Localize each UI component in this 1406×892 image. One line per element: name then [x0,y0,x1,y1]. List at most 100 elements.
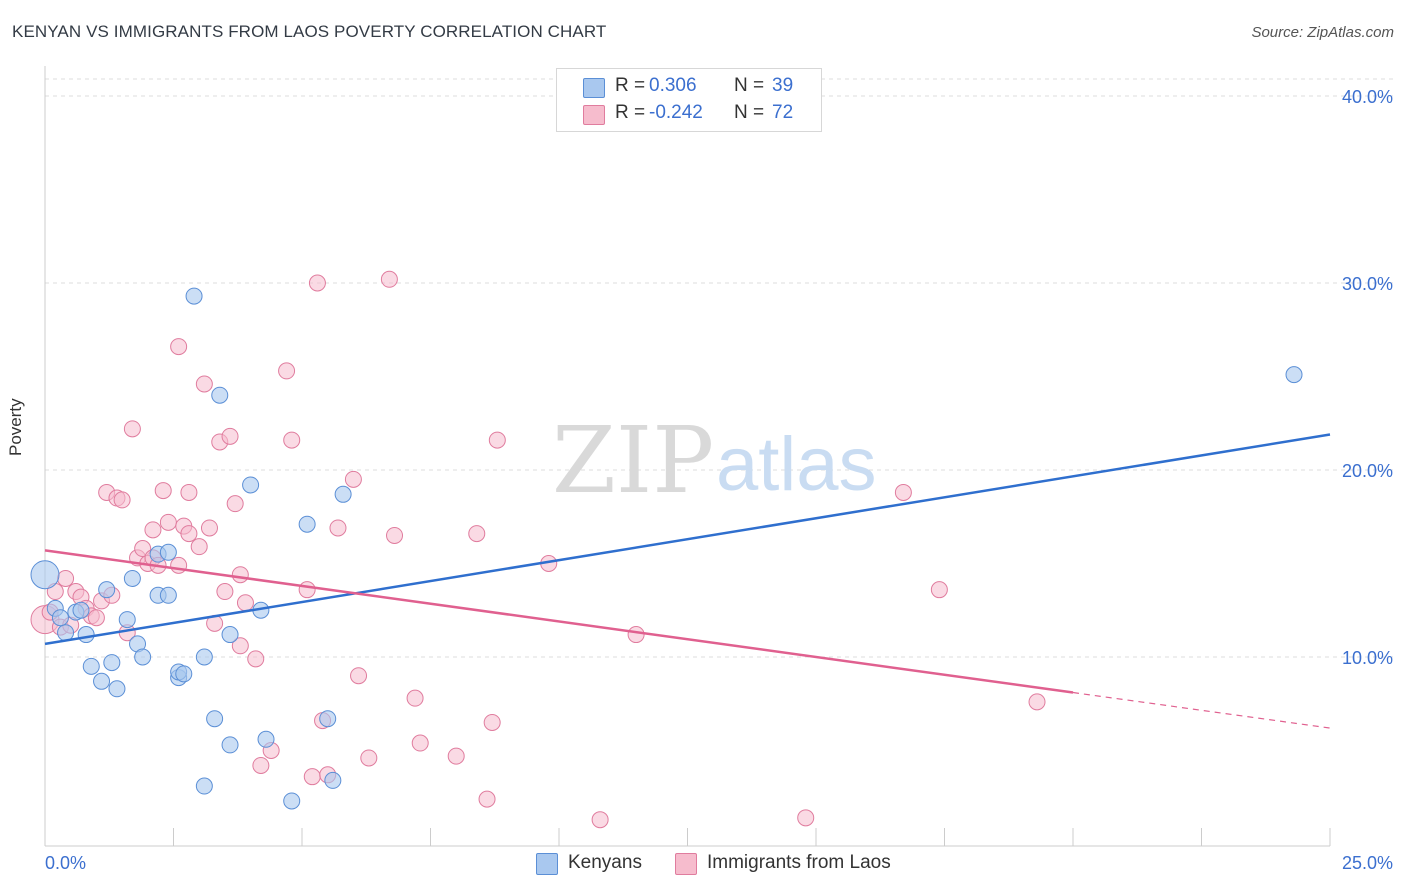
kenyan-point [103,654,121,672]
legend-label-kenyans: Kenyans [568,852,642,873]
legend-swatch-pink [675,853,697,875]
laos-point [488,431,506,449]
kenyan-point [123,569,141,587]
laos-point [303,768,321,786]
axes [44,66,1331,847]
kenyan-point [298,515,316,533]
laos-point [221,427,239,445]
laos-point [447,747,465,765]
laos-point [190,538,208,556]
correlation-legend: R = 0.306 N = 39 R = -0.242 N = 72 [556,68,822,132]
laos-point [468,525,486,543]
kenyan-point [159,543,177,561]
kenyan-point [206,710,224,728]
legend-label-laos: Immigrants from Laos [707,852,891,873]
x-tick-label: 0.0% [45,853,86,873]
y-tick-label: 10.0% [1342,648,1393,668]
laos-point [298,581,316,599]
kenyan-point [319,710,337,728]
laos-point [159,513,177,531]
laos-point [350,667,368,685]
kenyan-trend-line [44,433,1331,646]
trend-lines [44,433,1331,729]
legend-r-value: 0.306 [649,75,697,96]
kenyan-point [221,626,239,644]
kenyan-point [211,386,229,404]
laos-point [113,491,131,509]
legend-swatch-blue [536,853,558,875]
kenyan-point [72,601,90,619]
kenyan-point [134,648,152,666]
legend-n-label: N = [734,75,765,96]
x-tick-label: 25.0% [1342,853,1393,873]
laos-point [344,470,362,488]
laos-point [231,566,249,584]
laos-point [627,626,645,644]
laos-point [226,495,244,513]
kenyan-point [51,609,69,627]
laos-point [406,689,424,707]
y-tick-label: 20.0% [1342,461,1393,481]
laos-point [278,362,296,380]
legend-n-value: 39 [772,75,794,96]
legend-n-label: N = [734,102,765,123]
chart-title: KENYAN VS IMMIGRANTS FROM LAOS POVERTY C… [12,22,607,41]
tick-labels: 10.0% 20.0% 30.0% 40.0% 0.0% 25.0% [45,87,1393,873]
laos-point [930,581,948,599]
laos-point [478,790,496,808]
laos-point [170,338,188,356]
kenyan-point [324,771,342,789]
kenyan-point [185,287,203,305]
laos-point [411,734,429,752]
laos-points [30,270,1046,829]
legend-swatch-pink [583,105,605,125]
kenyan-points [30,287,1303,810]
watermark-zip: ZIP [552,407,714,514]
laos-point [252,756,270,774]
laos-point [200,519,218,537]
laos-point [180,525,198,543]
legend-r-value: -0.242 [649,102,703,123]
kenyan-point [159,586,177,604]
laos-point [154,482,172,500]
legend-r-label: R = [615,102,646,123]
kenyan-point [93,672,111,690]
laos-point [87,609,105,627]
laos-point [216,583,234,601]
laos-point [123,420,141,438]
legend-r-label: R = [615,75,646,96]
legend-n-value: 72 [772,102,794,123]
kenyan-point [334,485,352,503]
laos-point [144,521,162,539]
kenyan-point [175,665,193,683]
laos-point [308,274,326,292]
kenyan-point [118,611,136,629]
laos-point [236,594,254,612]
kenyan-point [1285,366,1303,384]
laos-point [360,749,378,767]
watermark-atlas: atlas [716,422,877,507]
laos-point [1028,693,1046,711]
laos-point [386,526,404,544]
laos-point [231,637,249,655]
laos-trend-line [44,549,1074,694]
laos-point [57,569,75,587]
kenyan-point [82,657,100,675]
legend-swatch-blue [583,78,605,98]
watermark: ZIP atlas [552,407,877,514]
kenyan-point [98,581,116,599]
laos-point [247,650,265,668]
kenyan-point [242,476,260,494]
kenyan-point [195,777,213,795]
laos-point [329,519,347,537]
laos-point [195,375,213,393]
kenyan-point [77,626,95,644]
laos-point [380,270,398,288]
source-label: Source: ZipAtlas.com [1251,24,1394,41]
y-tick-label: 30.0% [1342,274,1393,294]
kenyan-point [108,680,126,698]
laos-point [591,811,609,829]
kenyan-point [283,792,301,810]
kenyan-point [30,560,60,590]
